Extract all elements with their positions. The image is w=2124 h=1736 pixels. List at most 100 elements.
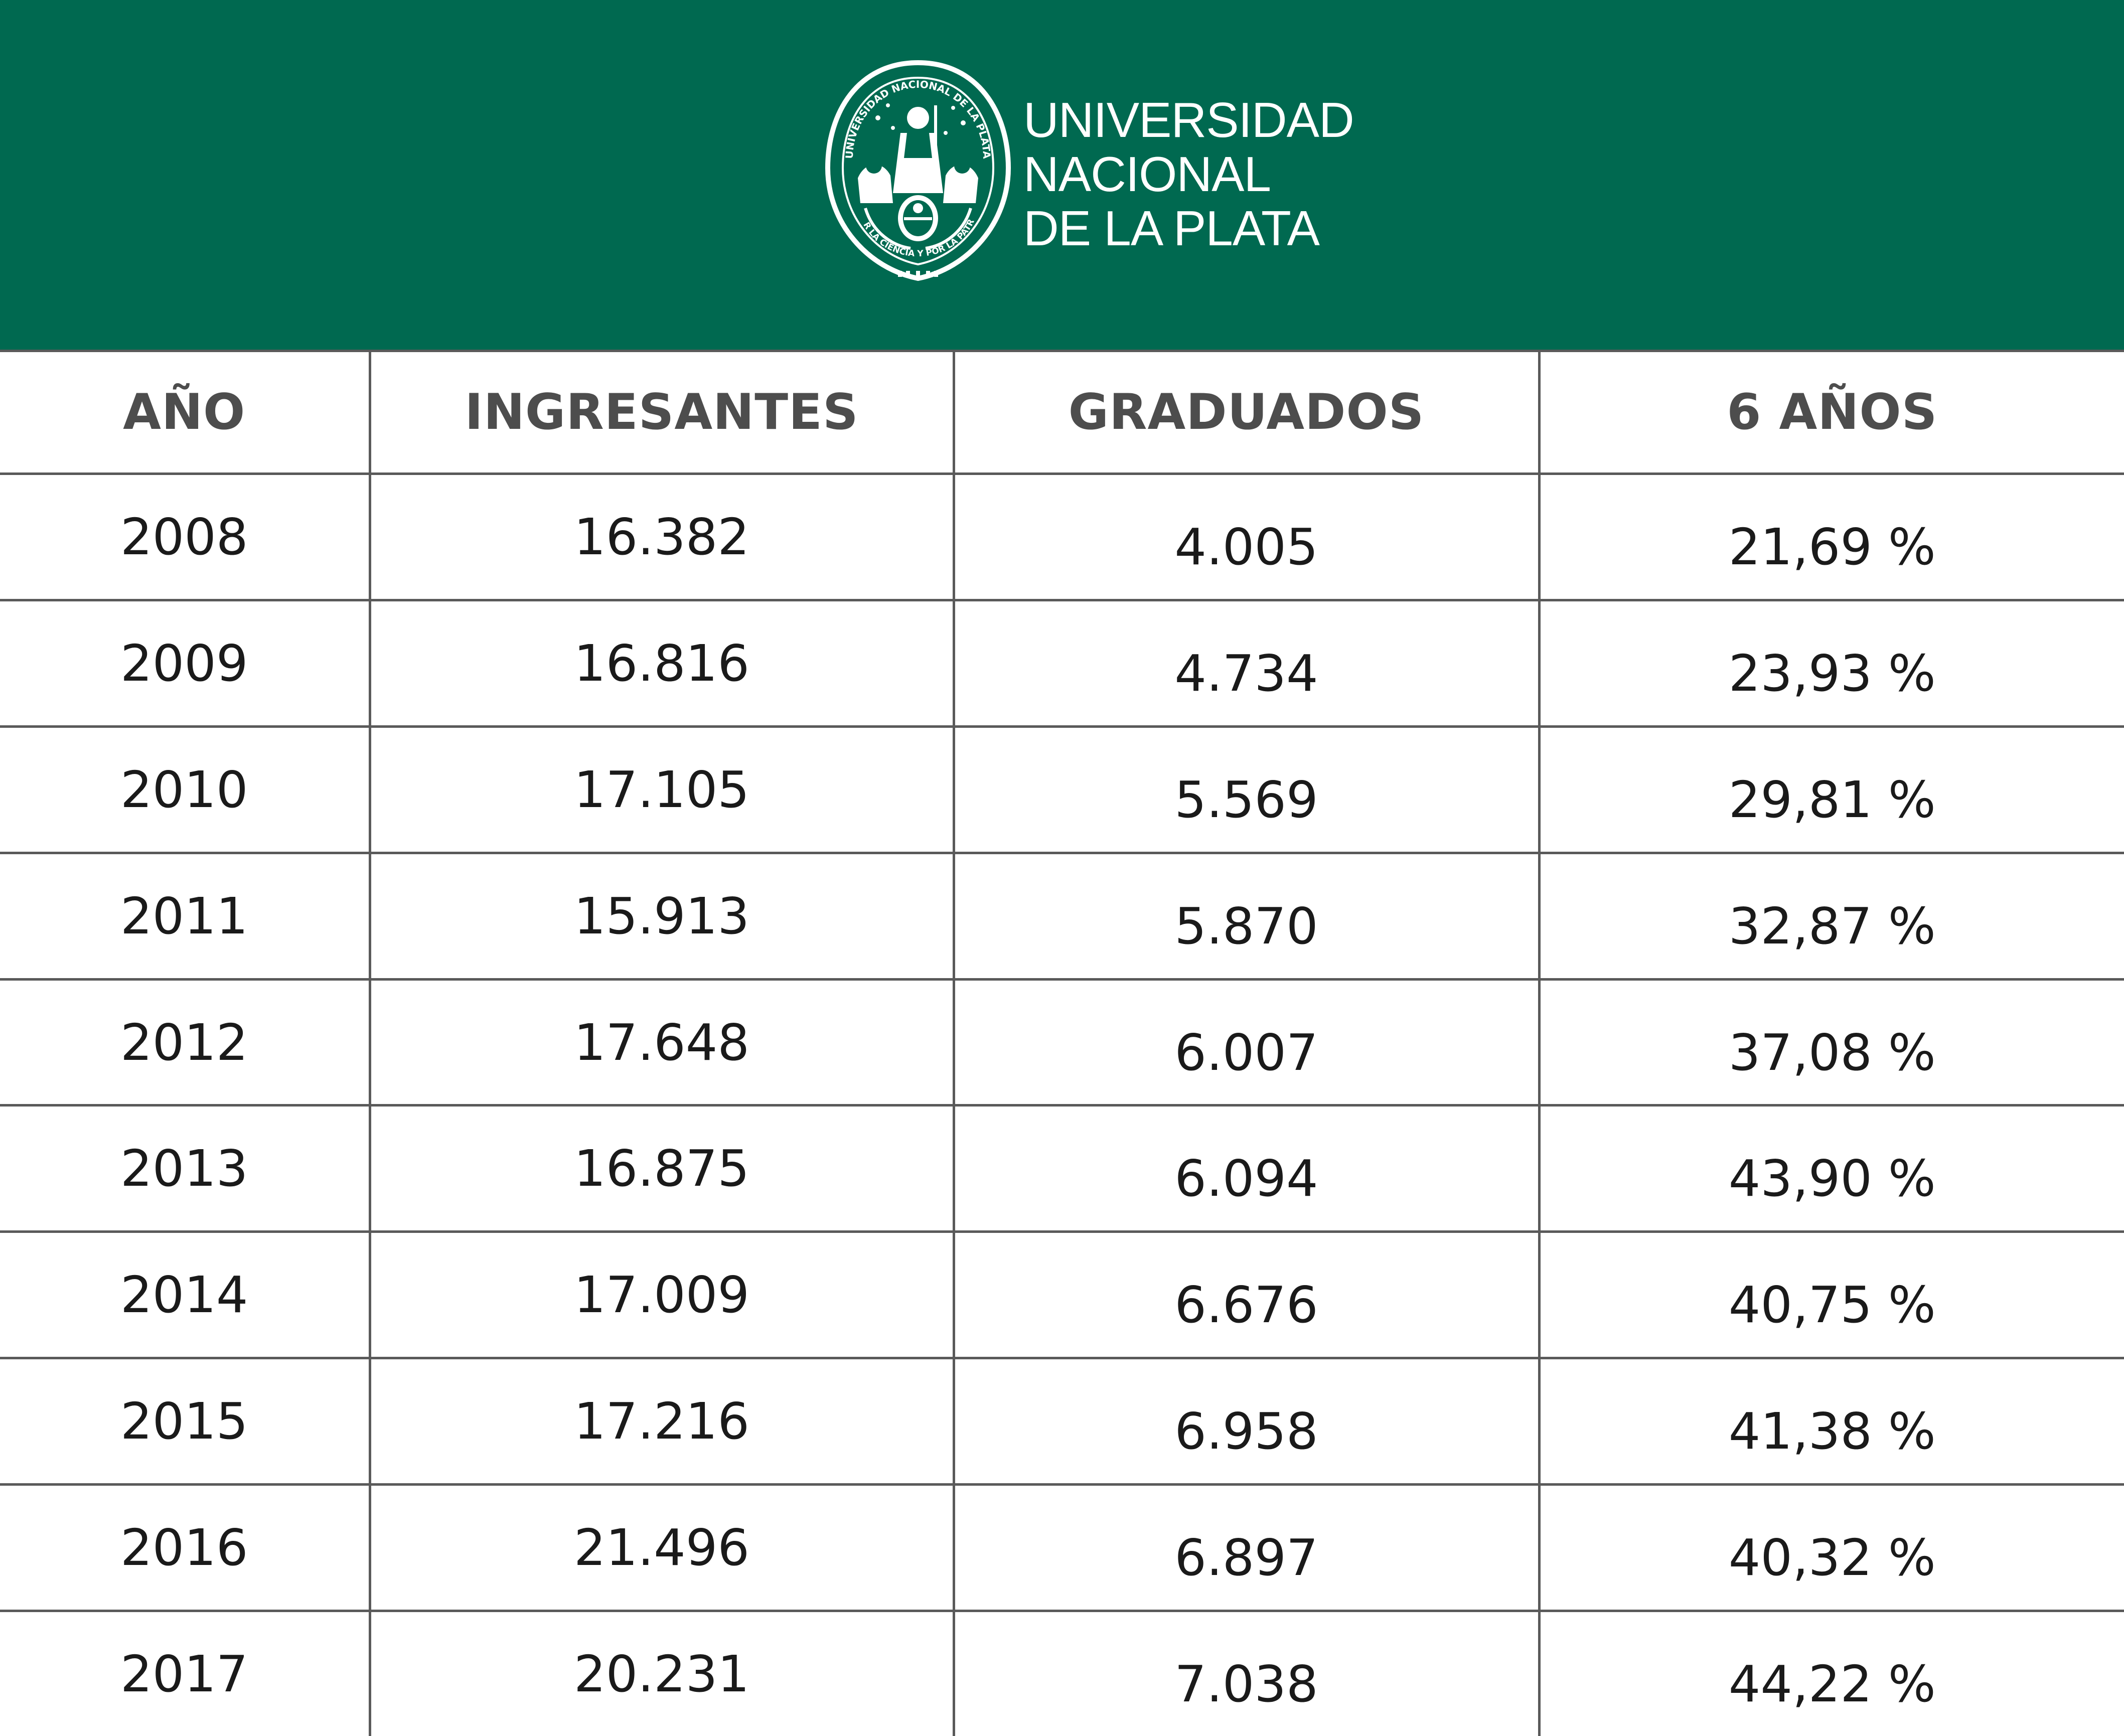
graduados-value: 6.676 [1174,1276,1318,1335]
graduation-table: AÑO INGRESANTES GRADUADOS 6 AÑOS 2008 16… [0,350,2124,1736]
pct-value: 44,22 % [1728,1655,1936,1713]
year-value: 2013 [120,1139,248,1198]
ingresantes-value: 21.496 [574,1518,749,1577]
cell-graduados: 6.007 [952,978,1541,1107]
cell-year: 2010 [0,725,371,854]
cell-ingresantes: 21.496 [368,1483,955,1613]
header-banner: UNIVERSIDAD NACIONAL DE LA PLATA POR LA … [0,0,2124,350]
year-value: 2008 [120,507,248,566]
cell-graduados: 6.897 [952,1483,1541,1613]
table-row: 2011 15.913 5.870 32,87 % [0,851,2124,981]
cell-6-anos: 40,75 % [1538,1230,2124,1360]
cell-graduados: 4.005 [952,472,1541,601]
pct-value: 23,93 % [1728,644,1936,703]
ingresantes-value: 16.816 [574,634,749,693]
column-header-year: AÑO [0,350,371,475]
cell-year: 2009 [0,598,371,728]
ingresantes-value: 17.648 [574,1013,749,1072]
table-row: 2014 17.009 6.676 40,75 % [0,1230,2124,1360]
ingresantes-value: 20.231 [574,1645,749,1703]
ingresantes-value: 17.105 [574,760,749,819]
wordmark-line-1: UNIVERSIDAD [1023,92,1354,147]
cell-6-anos: 32,87 % [1538,851,2124,981]
graduados-value: 5.569 [1174,770,1318,829]
year-value: 2017 [120,1645,248,1703]
pct-value: 21,69 % [1728,517,1936,576]
cell-year: 2016 [0,1483,371,1613]
wordmark-line-3: DE LA PLATA [1023,201,1320,256]
pct-value: 40,75 % [1728,1276,1936,1335]
cell-6-anos: 41,38 % [1538,1357,2124,1486]
seal-icon: UNIVERSIDAD NACIONAL DE LA PLATA POR LA … [818,58,1011,281]
year-value: 2016 [120,1518,248,1577]
ingresantes-value: 17.216 [574,1392,749,1451]
cell-ingresantes: 16.875 [368,1104,955,1233]
graduados-value: 6.958 [1174,1402,1318,1461]
cell-6-anos: 23,93 % [1538,598,2124,728]
cell-year: 2008 [0,472,371,601]
table-row: 2009 16.816 4.734 23,93 % [0,598,2124,728]
graduados-value: 6.897 [1174,1528,1318,1588]
cell-ingresantes: 17.009 [368,1230,955,1360]
cell-year: 2017 [0,1610,371,1736]
cell-graduados: 6.958 [952,1357,1541,1486]
column-header-ingresantes: INGRESANTES [368,350,955,475]
table-row: 2016 21.496 6.897 40,32 % [0,1483,2124,1613]
university-seal-logo: UNIVERSIDAD NACIONAL DE LA PLATA POR LA … [818,58,1018,288]
cell-year: 2014 [0,1230,371,1360]
ingresantes-value: 15.913 [574,886,749,945]
cell-ingresantes: 16.382 [368,472,955,601]
university-wordmark: UNIVERSIDAD NACIONAL DE LA PLATA [1023,93,1354,255]
cell-6-anos: 37,08 % [1538,978,2124,1107]
year-value: 2009 [120,634,248,693]
graduados-value: 4.734 [1174,644,1318,703]
cell-ingresantes: 17.216 [368,1357,955,1486]
year-value: 2014 [120,1266,248,1325]
graduados-value: 4.005 [1174,517,1318,576]
table-row: 2010 17.105 5.569 29,81 % [0,725,2124,854]
ingresantes-value: 17.009 [574,1266,749,1325]
cell-6-anos: 44,22 % [1538,1610,2124,1736]
graduados-value: 6.094 [1174,1149,1318,1208]
cell-graduados: 5.569 [952,725,1541,854]
pct-value: 29,81 % [1728,770,1936,829]
column-header-6-anos: 6 AÑOS [1538,350,2124,475]
cell-6-anos: 21,69 % [1538,472,2124,601]
cell-graduados: 7.038 [952,1610,1541,1736]
cell-year: 2011 [0,851,371,981]
table-row: 2013 16.875 6.094 43,90 % [0,1104,2124,1233]
pct-value: 40,32 % [1728,1528,1936,1588]
table-row: 2012 17.648 6.007 37,08 % [0,978,2124,1107]
year-value: 2012 [120,1013,248,1072]
cell-6-anos: 43,90 % [1538,1104,2124,1233]
cell-year: 2013 [0,1104,371,1233]
table-row: 2017 20.231 7.038 44,22 % [0,1610,2124,1736]
cell-graduados: 5.870 [952,851,1541,981]
cell-6-anos: 40,32 % [1538,1483,2124,1613]
cell-6-anos: 29,81 % [1538,725,2124,854]
cell-graduados: 4.734 [952,598,1541,728]
cell-ingresantes: 17.105 [368,725,955,854]
year-value: 2010 [120,760,248,819]
cell-graduados: 6.676 [952,1230,1541,1360]
cell-ingresantes: 15.913 [368,851,955,981]
cell-year: 2012 [0,978,371,1107]
ingresantes-value: 16.382 [574,507,749,566]
graduados-value: 5.870 [1174,896,1318,956]
wordmark-line-2: NACIONAL [1023,146,1271,202]
year-value: 2015 [120,1392,248,1451]
pct-value: 41,38 % [1728,1402,1936,1461]
pct-value: 37,08 % [1728,1023,1936,1082]
table-row: 2008 16.382 4.005 21,69 % [0,472,2124,601]
graduados-value: 6.007 [1174,1023,1318,1082]
table-row: 2015 17.216 6.958 41,38 % [0,1357,2124,1486]
pct-value: 32,87 % [1728,896,1936,956]
pct-value: 43,90 % [1728,1149,1936,1208]
cell-ingresantes: 20.231 [368,1610,955,1736]
cell-ingresantes: 17.648 [368,978,955,1107]
column-header-graduados: GRADUADOS [952,350,1541,475]
ingresantes-value: 16.875 [574,1139,749,1198]
cell-year: 2015 [0,1357,371,1486]
cell-ingresantes: 16.816 [368,598,955,728]
table-header-row: AÑO INGRESANTES GRADUADOS 6 AÑOS [0,350,2124,475]
